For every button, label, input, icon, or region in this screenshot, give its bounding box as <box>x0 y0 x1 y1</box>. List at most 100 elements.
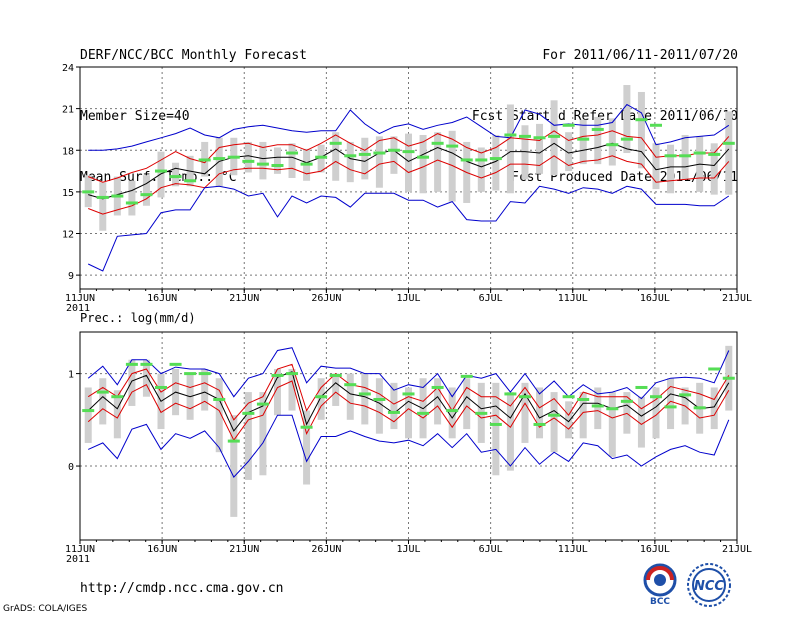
median-mark <box>606 407 619 411</box>
series-line-mean <box>87 371 730 432</box>
spread-box <box>288 143 296 178</box>
median-mark <box>620 137 633 141</box>
median-mark <box>504 392 517 396</box>
forecast-period: For 2011/06/11-2011/07/20 <box>542 48 738 63</box>
spread-box <box>142 359 150 397</box>
spread-box <box>623 85 631 154</box>
median-mark <box>402 392 415 396</box>
spread-box <box>215 378 223 453</box>
spread-box <box>375 378 383 434</box>
spread-box <box>579 119 587 165</box>
website-url: http://cmdp.ncc.cma.gov.cn <box>80 581 284 596</box>
series-line-mean <box>88 142 730 200</box>
spread-box <box>419 134 427 194</box>
y-tick-label: 24 <box>62 63 74 74</box>
median-mark <box>125 362 138 366</box>
chart-panel-1: 11JUN 16JUN 21JUN 26JUN 1JUL 6JUL 11JUL 16JUL 21… <box>62 63 752 314</box>
spread-box <box>594 116 602 165</box>
median-mark <box>358 392 371 396</box>
median-mark <box>402 150 415 154</box>
median-mark <box>300 162 313 166</box>
spread-box <box>506 392 514 471</box>
x-tick-label: 21JUL <box>722 293 752 304</box>
prec-panel-title: Prec.: log(mm/d) <box>80 311 196 325</box>
spread-box <box>448 130 456 202</box>
median-mark <box>548 413 561 417</box>
median-mark <box>82 409 95 413</box>
median-mark <box>271 373 284 377</box>
spread-box <box>332 373 340 406</box>
median-mark <box>635 385 648 389</box>
median-mark <box>140 362 153 366</box>
spread-box <box>113 390 121 439</box>
spread-box <box>303 410 311 485</box>
spread-box <box>637 396 645 448</box>
series-line-max <box>87 347 730 400</box>
median-mark <box>431 385 444 389</box>
median-mark <box>664 405 677 409</box>
median-mark <box>591 404 604 408</box>
median-mark <box>387 410 400 414</box>
x-year-label: 2011 <box>66 303 90 314</box>
median-mark <box>213 397 226 401</box>
median-mark <box>387 148 400 152</box>
spread-box <box>288 368 296 411</box>
median-mark <box>329 373 342 377</box>
x-tick-label: 21JUN <box>229 544 259 555</box>
median-mark <box>111 194 124 198</box>
chart-panel-2: 11JUN 16JUN 21JUN 26JUN 1JUL 6JUL 11JUL 16JUL 21… <box>65 311 752 565</box>
median-mark <box>722 376 735 380</box>
spread-box <box>652 387 660 439</box>
median-mark <box>446 144 459 148</box>
spread-box <box>99 182 107 231</box>
spread-box <box>273 147 281 174</box>
median-mark <box>562 395 575 399</box>
median-mark <box>446 409 459 413</box>
x-tick-label: 16JUL <box>640 293 670 304</box>
median-mark <box>286 151 299 155</box>
x-tick-label: 6JUL <box>479 293 503 304</box>
spread-box <box>361 137 369 180</box>
median-mark <box>315 395 328 399</box>
x-tick-label: 21JUL <box>722 544 752 555</box>
median-mark <box>373 397 386 401</box>
median-mark <box>635 118 648 122</box>
median-mark <box>518 395 531 399</box>
y-tick-label: 12 <box>62 230 74 241</box>
median-mark <box>649 123 662 127</box>
median-mark <box>489 157 502 161</box>
median-mark <box>460 158 473 162</box>
median-mark <box>184 372 197 376</box>
y-tick-label: 18 <box>62 146 74 157</box>
spread-box <box>667 144 675 194</box>
series-line-max <box>88 103 730 151</box>
spread-box <box>608 118 616 166</box>
spread-box <box>157 151 165 198</box>
x-tick-label: 21JUN <box>229 293 259 304</box>
forecast-title: DERF/NCC/BCC Monthly Forecast <box>80 48 307 63</box>
median-mark <box>664 154 677 158</box>
median-mark <box>475 411 488 415</box>
spread-box <box>565 401 573 439</box>
median-mark <box>533 136 546 140</box>
median-mark <box>140 193 153 197</box>
spread-box <box>317 378 325 420</box>
spread-box <box>390 382 398 430</box>
spread-box <box>652 143 660 190</box>
member-size: Member Size=40 <box>80 109 190 124</box>
median-mark <box>489 422 502 426</box>
y-tick-label: 1 <box>68 370 74 381</box>
spread-box <box>536 123 544 174</box>
spread-box <box>506 104 514 194</box>
median-mark <box>227 439 240 443</box>
spread-box <box>710 387 718 430</box>
median-mark <box>242 411 255 415</box>
x-tick-label: 11JUN <box>65 293 95 304</box>
series-line-upper <box>87 363 730 421</box>
median-mark <box>169 362 182 366</box>
grads-credit: GrADS: COLA/IGES <box>3 604 88 614</box>
spread-box <box>463 378 471 430</box>
median-mark <box>358 152 371 156</box>
median-mark <box>227 155 240 159</box>
median-mark <box>606 143 619 147</box>
